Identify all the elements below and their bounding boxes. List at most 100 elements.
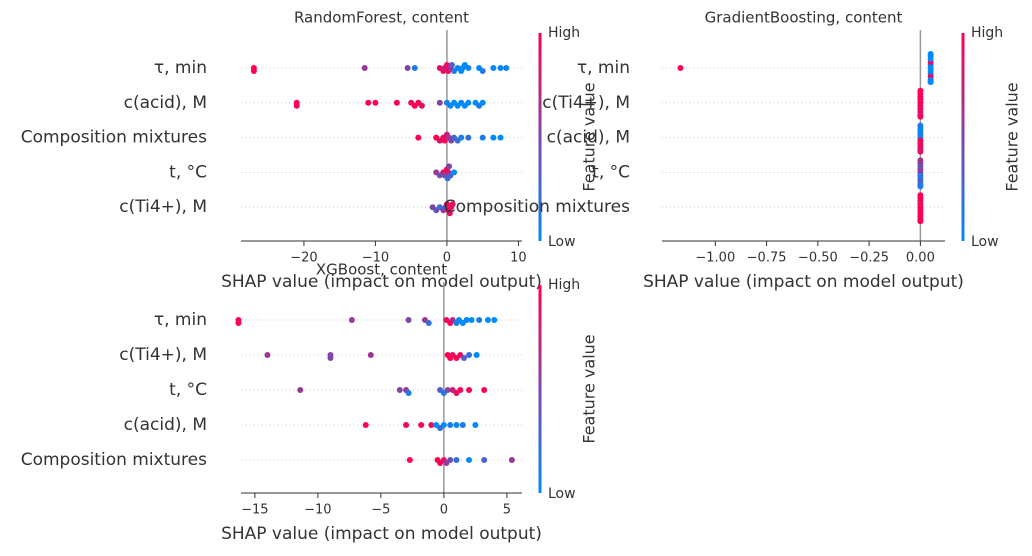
shap-point	[447, 457, 454, 463]
shap-point	[443, 201, 450, 208]
feature-label: t, °C	[169, 380, 207, 400]
shap-point	[490, 65, 497, 71]
shap-point	[348, 317, 355, 323]
x-axis-label: SHAP value (impact on model output)	[221, 272, 542, 292]
shap-point	[917, 192, 924, 199]
shap-point	[367, 352, 374, 358]
colorbar-low: Low	[548, 486, 576, 502]
shap-point	[297, 387, 304, 393]
feature-label: c(acid), M	[124, 415, 207, 435]
shap-point	[497, 134, 504, 141]
shap-point	[264, 352, 271, 358]
shap-point	[441, 137, 448, 144]
shap-point	[465, 134, 472, 141]
colorbar-low: Low	[971, 234, 999, 250]
x-axis-label: SHAP value (impact on model output)	[221, 524, 542, 544]
shap-point	[436, 99, 443, 106]
shap-point	[428, 422, 435, 428]
colorbar-label: Feature value	[580, 334, 599, 443]
shap-point	[361, 65, 368, 71]
shap-point	[446, 163, 453, 170]
colorbar-high: High	[548, 25, 580, 41]
shap-point	[403, 422, 410, 428]
x-tick-label: 10	[510, 251, 527, 266]
shap-point	[472, 422, 479, 428]
shap-point	[459, 422, 466, 428]
shap-point	[396, 387, 403, 393]
x-tick-label: 0	[440, 503, 448, 518]
feature-label: c(acid), M	[124, 93, 207, 113]
shap-point	[405, 317, 412, 323]
chart-title: XGBoost, content	[316, 261, 447, 279]
feature-label: Composition mixtures	[21, 128, 207, 148]
shap-point	[481, 457, 488, 463]
shap-point	[917, 122, 924, 129]
colorbar-high: High	[971, 25, 1003, 41]
feature-label: t, °C	[592, 162, 630, 182]
colorbar-label: Feature value	[1003, 82, 1022, 191]
chart-title: RandomForest, content	[294, 9, 469, 27]
shap-point	[466, 387, 473, 393]
shap-point	[476, 317, 483, 323]
feature-label: c(acid), M	[547, 128, 630, 148]
x-tick-label: 5	[503, 503, 511, 518]
shap-point	[677, 65, 684, 71]
shap-point	[449, 201, 456, 208]
feature-label: τ, min	[154, 58, 207, 78]
shap-point	[453, 457, 460, 463]
shap-point	[365, 99, 372, 106]
shap-point	[927, 51, 934, 57]
colorbar-low: Low	[548, 234, 576, 250]
shap-point	[451, 169, 458, 176]
shap-point	[406, 457, 413, 463]
shap-point	[503, 65, 510, 71]
colorbar	[538, 285, 542, 493]
shap-point	[465, 99, 472, 106]
shap-point	[404, 65, 411, 71]
chart-title: GradientBoosting, content	[705, 9, 903, 27]
shap-point	[425, 320, 432, 326]
shap-point	[362, 422, 369, 428]
shap-point	[444, 387, 451, 393]
shap-point	[453, 422, 460, 428]
feature-label: Composition mixtures	[444, 197, 630, 217]
x-tick-label: −10	[304, 503, 331, 518]
feature-label: c(Ti4+), M	[542, 93, 630, 113]
shap-point	[508, 457, 515, 463]
shap-point	[468, 317, 475, 323]
shap-point	[446, 210, 453, 217]
x-tick-label: −5	[371, 503, 390, 518]
x-tick-label: −15	[241, 503, 268, 518]
colorbar	[961, 33, 965, 241]
shap-point	[917, 218, 924, 225]
shap-point	[447, 422, 454, 428]
shap-point	[411, 65, 418, 71]
shap-point	[481, 387, 488, 393]
feature-label: Composition mixtures	[21, 450, 207, 470]
shap-point	[457, 387, 464, 393]
x-tick-label: −10	[362, 251, 389, 266]
shap-point	[461, 355, 468, 361]
shap-point	[490, 134, 497, 141]
colorbar-label: Feature value	[580, 82, 599, 191]
x-tick-label: 0.00	[906, 251, 935, 266]
shap-point	[917, 113, 924, 120]
colorbar-high: High	[548, 277, 580, 293]
feature-label: c(Ti4+), M	[119, 197, 207, 217]
shap-point	[917, 157, 924, 164]
shap-point	[405, 390, 412, 396]
colorbar	[538, 33, 542, 241]
shap-point	[393, 99, 400, 106]
feature-label: t, °C	[169, 162, 207, 182]
feature-label: τ, min	[154, 310, 207, 330]
x-axis-label: SHAP value (impact on model output)	[643, 272, 964, 292]
shap-point	[458, 134, 465, 141]
shap-point	[463, 317, 470, 323]
shap-point	[473, 352, 480, 358]
feature-label: τ, min	[577, 58, 630, 78]
shap-point	[479, 68, 486, 74]
shap-point	[917, 183, 924, 190]
shap-point	[465, 65, 472, 71]
shap-point	[479, 134, 486, 141]
shap-point	[235, 320, 242, 326]
